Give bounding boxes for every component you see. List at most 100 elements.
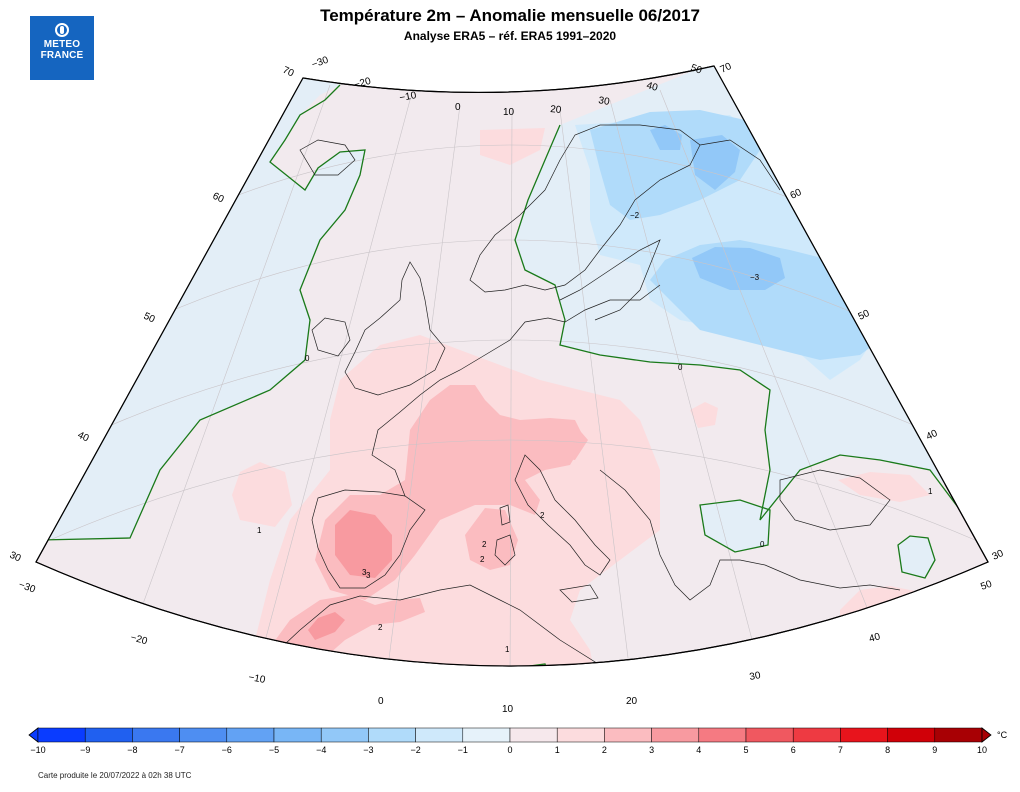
lat-label-left: 70 [281,65,296,80]
lon-label-top: 0 [455,102,461,113]
lat-label-left: 50 [142,311,157,326]
lat-label-right: 70 [719,61,734,76]
scale-color-box [651,727,700,743]
lon-label-top: −10 [399,90,418,104]
contour-label: 2 [482,540,487,549]
anomaly-region-caucasus-cold [898,536,935,578]
scale-color-box [84,727,133,743]
logo-line-2: FRANCE [40,50,84,61]
scale-tick-label: 2 [602,745,607,755]
scale-color-box [415,727,464,743]
scale-tick-label: 5 [743,745,748,755]
anomaly-region-warm-north [480,128,545,165]
anomaly-region-warm-3-spain [335,510,392,578]
anomaly-region-warm-atlantic [232,462,292,527]
scale-tick-label: 3 [649,745,654,755]
lat-label-right: 30 [991,548,1006,563]
scale-tick-label: −5 [269,745,279,755]
color-scale-unit: °C [997,730,1008,740]
meteo-france-logo-icon: METEO FRANCE [30,16,94,80]
scale-color-box [840,727,888,743]
scale-color-box [462,727,511,743]
scale-tick-label: −9 [80,745,90,755]
logo-line-1: METEO [43,39,81,50]
scale-arrow-right [981,727,992,743]
scale-tick-label: −7 [174,745,184,755]
lat-label-left: 40 [76,430,91,445]
scale-color-box [745,727,794,743]
contour-label: 0 [305,354,310,363]
scale-color-box [556,727,605,743]
map-subtitle: Analyse ERA5 – réf. ERA5 1991–2020 [403,29,617,43]
contour-label: 2 [480,555,485,564]
anomaly-region-east-cold-7 [650,125,682,150]
lat-label-right: 40 [925,428,940,443]
contour-label: 1 [928,487,933,496]
contour-label: −3 [750,273,760,282]
contour-label: 2 [540,511,545,520]
lon-label-top: −20 [353,76,373,91]
lat-label-right: 60 [789,187,804,202]
scale-color-box [132,727,180,743]
lat-label-left: 30 [8,550,23,565]
anomaly-region-warm-sardinia [465,508,518,570]
lon-label-bottom: 10 [502,704,514,715]
lon-label-bottom: 40 [868,631,882,645]
scale-color-box [934,727,983,743]
anomaly-region-east-cold-6 [690,135,740,190]
scale-color-box [698,727,747,743]
zero-contours [39,84,976,666]
contour-labels: 0 1 2 3 2 0 1 1 2 2 3 −3 −2 0 [257,211,933,654]
scale-tick-label: 1 [555,745,560,755]
lat-label-right: 50 [857,308,872,323]
scale-tick-label: 4 [696,745,701,755]
scale-color-box [226,727,275,743]
scale-tick-label: −3 [363,745,373,755]
contour-label: 2 [378,623,383,632]
scale-tick-label: −10 [30,745,45,755]
scale-arrow-left [28,727,39,743]
scale-color-box [368,727,416,743]
anomaly-region-atlantic-cold [36,70,365,540]
lon-label-bottom: 20 [626,696,638,707]
contour-label: 0 [678,363,683,372]
color-scale-boxes [28,727,992,743]
coastlines [267,124,901,666]
contour-label: 0 [760,540,765,549]
scale-color-box [792,727,841,743]
scale-tick-label: 7 [838,745,843,755]
scale-tick-label: −4 [316,745,326,755]
production-timestamp: Carte produite le 20/07/2022 à 02h 38 UT… [38,771,192,780]
scale-tick-label: 6 [791,745,796,755]
scale-tick-label: −8 [127,745,137,755]
lon-label-bottom-left: −20 [129,632,149,647]
scale-color-box [273,727,322,743]
scale-color-box [320,727,369,743]
lon-label-top: 40 [645,80,659,94]
scale-color-box [37,727,86,743]
contour-label: 3 [366,571,371,580]
anomaly-region-warm-black-sea [838,472,930,502]
scale-color-box [179,727,228,743]
scale-color-box [887,727,936,743]
map-title: Température 2m – Anomalie mensuelle 06/2… [320,6,700,25]
anomaly-region-warm-3-morocco [308,612,345,640]
graticule [49,84,976,666]
contour-label: 1 [505,645,510,654]
anomaly-region-turkey-cold [700,500,770,552]
scale-tick-label: −1 [458,745,468,755]
lon-label-top: 50 [689,62,704,76]
color-scale-ticks: −10 −9 −8 −7 −6 −5 −4 −3 −2 −1 0 1 2 3 4 5 6 7 8 9 10 [30,745,987,755]
scale-tick-label: −6 [222,745,232,755]
lat-label-left: 60 [211,191,226,206]
scale-tick-label: −2 [410,745,420,755]
anomaly-region-warm-balkan [540,425,588,460]
lon-label-bottom: 50 [979,579,994,593]
anomaly-region-warm-east [690,402,718,428]
scale-tick-label: 10 [977,745,987,755]
scale-color-box [604,727,652,743]
scale-color-box [509,727,558,743]
meteo-france-mark-icon [55,23,69,37]
lon-label-top: 30 [597,95,610,108]
lon-label-top: 10 [503,107,515,118]
